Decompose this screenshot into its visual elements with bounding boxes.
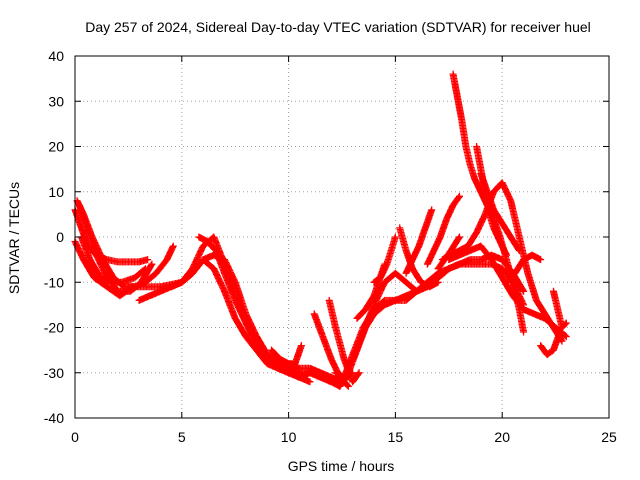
- x-tick-label: 25: [601, 429, 617, 445]
- x-tick-label: 5: [178, 429, 186, 445]
- x-tick-label: 20: [494, 429, 510, 445]
- data-series-arc-18: [370, 233, 399, 286]
- data-point-markers: [423, 192, 463, 268]
- data-series-arc-11: [268, 342, 305, 368]
- data-series-arc-28: [503, 251, 545, 286]
- y-tick-label: 20: [48, 139, 64, 155]
- data-point-markers: [402, 206, 436, 277]
- data-series-arc-30: [550, 287, 570, 331]
- y-tick-label: -10: [44, 274, 64, 290]
- data-layer: [71, 70, 570, 390]
- y-tick-label: 0: [56, 229, 64, 245]
- y-tick-label: 40: [48, 48, 64, 64]
- y-tick-label: 10: [48, 184, 64, 200]
- x-tick-label: 15: [388, 429, 404, 445]
- x-tick-label: 0: [71, 429, 79, 445]
- data-point-markers: [77, 233, 149, 286]
- data-point-markers: [537, 328, 564, 359]
- data-point-markers: [268, 342, 305, 368]
- x-tick-label: 10: [281, 429, 297, 445]
- data-point-markers: [503, 251, 545, 286]
- y-tick-label: 30: [48, 93, 64, 109]
- y-tick-label: -30: [44, 365, 64, 381]
- data-series-arc-20: [402, 206, 436, 277]
- x-axis-label: GPS time / hours: [288, 458, 395, 474]
- chart-title: Day 257 of 2024, Sidereal Day-to-day VTE…: [85, 19, 591, 35]
- tick-layer: 0 5 10 15 20 25 -40 -30 -20 -10 0 10 20 30 40: [44, 48, 617, 445]
- data-series-arc-29: [537, 328, 564, 359]
- data-series-arc-27: [477, 170, 523, 255]
- y-tick-label: -40: [44, 410, 64, 426]
- data-series-arc-21: [423, 192, 463, 268]
- data-point-markers: [370, 233, 399, 286]
- data-point-markers: [477, 170, 523, 255]
- data-point-markers: [550, 287, 570, 331]
- data-series-arc-5: [77, 233, 149, 286]
- y-axis-label: SDTVAR / TECUs: [6, 182, 22, 294]
- y-tick-label: -20: [44, 320, 64, 336]
